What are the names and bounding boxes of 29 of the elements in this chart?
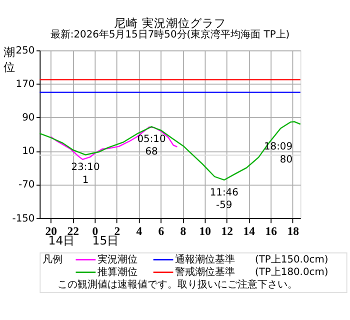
line-series — [50, 126, 178, 160]
x-tick-label: 18 — [287, 224, 300, 238]
chart-subtitle: 最新:2026年5月15日7時50分(東京湾平均海面 TP上) — [50, 28, 290, 41]
text: この観測値は速報値です。取り扱いにご注意下さい。 — [58, 278, 298, 291]
x-tick-label: 4 — [136, 224, 142, 238]
x-tick-label: 14 — [243, 224, 256, 238]
annotation: 11:46 -59 — [210, 187, 238, 211]
x-tick-label: 10 — [199, 224, 212, 238]
annotation: 23:10 1 — [71, 162, 100, 186]
line-series — [39, 121, 301, 181]
y-tick-label: 90 — [22, 112, 35, 124]
legend-label: 実況潮位 — [97, 253, 138, 266]
y-tick-label: 10 — [22, 146, 35, 158]
x-tick-label: 8 — [180, 224, 186, 238]
legend-label: 推算潮位 — [97, 266, 138, 278]
legend-title: 凡例 — [42, 254, 62, 266]
x-tick-label: 6 — [158, 224, 164, 238]
y-axis-title: 潮位 — [3, 44, 16, 74]
y-tick-label: -150 — [12, 213, 35, 224]
y-tick-label: 250 — [16, 46, 35, 57]
x-tick-label: 16 — [265, 224, 278, 238]
legend-label: 通報潮位基準 (TP上150.0cm) — [175, 253, 328, 266]
annotation: 18:09 80 — [264, 142, 293, 166]
y-tick-label: 170 — [16, 79, 35, 90]
x-tick-label: 12 — [221, 224, 234, 238]
annotation: 05:10 68 — [137, 134, 166, 158]
chart-title: 尼崎 実況潮位グラフ — [114, 16, 226, 30]
y-tick-label: -70 — [18, 180, 35, 191]
legend-label: 警戒潮位基準 (TP上180.0cm) — [175, 266, 328, 278]
